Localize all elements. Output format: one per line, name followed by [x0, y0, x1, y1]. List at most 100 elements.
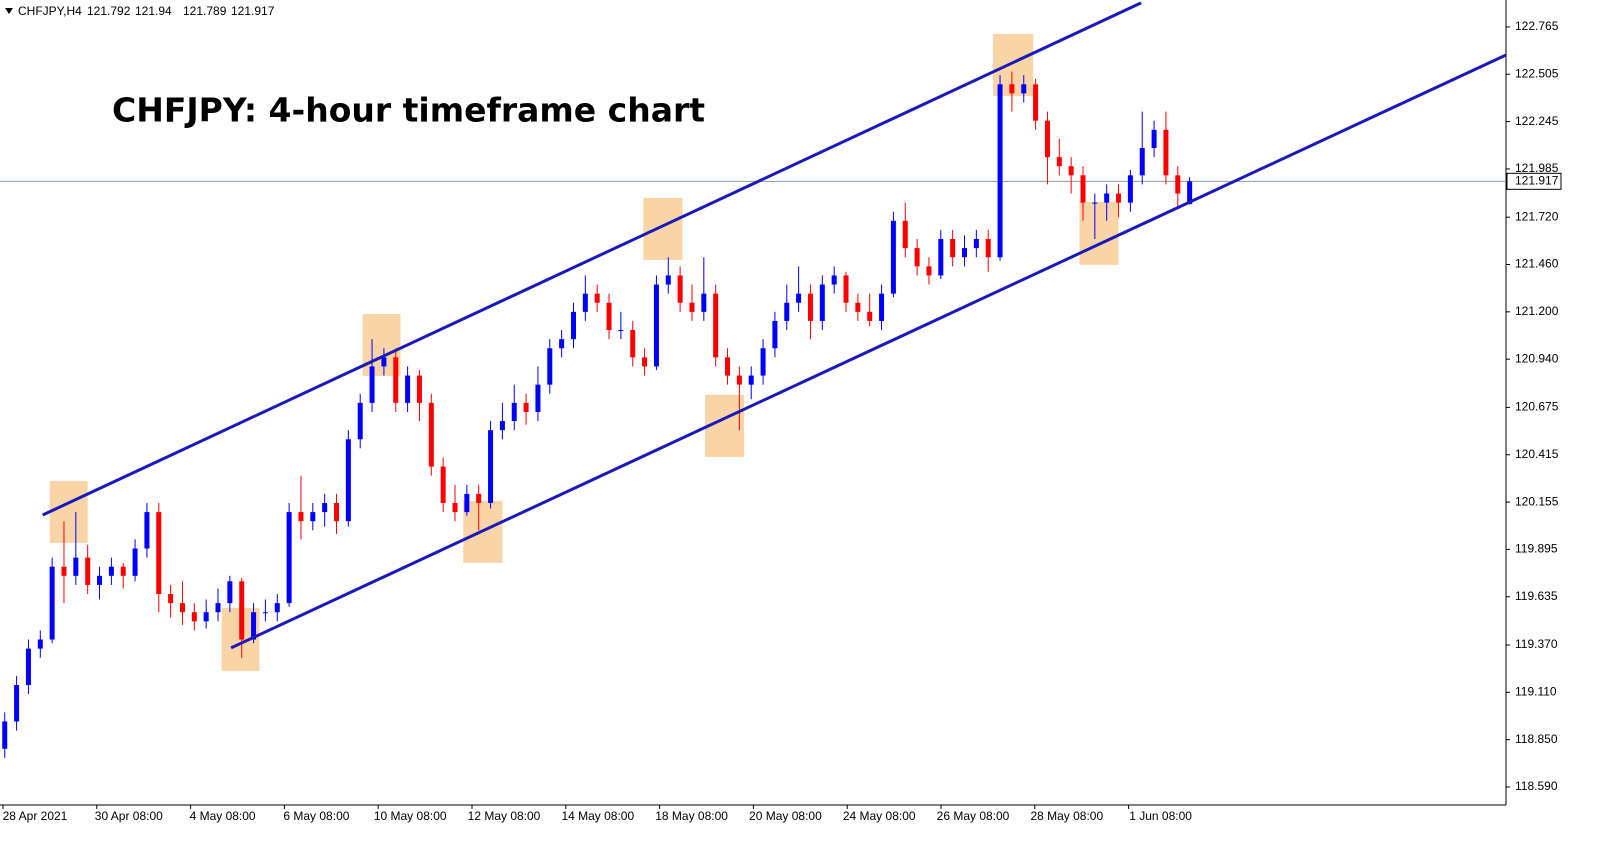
- candle-body: [61, 566, 67, 576]
- chart-title: CHFJPY: 4-hour timeframe chart: [112, 91, 705, 130]
- candle-body: [274, 603, 280, 613]
- candle-body: [926, 266, 932, 276]
- candle-body: [381, 357, 387, 367]
- y-tick-label: 121.985: [1515, 161, 1559, 175]
- candle-body: [476, 493, 482, 503]
- candle-body: [1080, 175, 1086, 203]
- ohlc-close: 121.917: [231, 4, 275, 18]
- candle-body: [120, 566, 126, 576]
- candle-body: [997, 84, 1003, 258]
- candle-body: [642, 357, 648, 367]
- candle-body: [179, 603, 185, 613]
- y-tick-label: 119.370: [1515, 637, 1558, 651]
- candle-body: [973, 239, 979, 249]
- candle-body: [890, 220, 896, 294]
- channel-line: [42, 1, 1142, 517]
- candle-body: [262, 612, 268, 614]
- candle-body: [37, 639, 43, 649]
- candle-body: [570, 311, 576, 340]
- highlight-box: [643, 197, 683, 260]
- candle-body: [488, 430, 494, 503]
- candle-body: [547, 348, 553, 385]
- x-tick-label: 28 Apr 2021: [3, 809, 68, 823]
- candle-body: [298, 512, 304, 522]
- candle-body: [203, 612, 209, 622]
- candle-body: [938, 239, 944, 276]
- candle-body: [807, 293, 813, 321]
- candle-body: [831, 275, 837, 285]
- candle-body: [582, 293, 588, 312]
- candle-body: [985, 239, 991, 258]
- y-tick-label: 119.110: [1515, 684, 1557, 698]
- candle-body: [962, 248, 968, 258]
- candle-body: [14, 685, 20, 722]
- candle-body: [97, 575, 103, 585]
- x-tick-label: 4 May 08:00: [190, 809, 256, 823]
- candle-body: [73, 557, 79, 576]
- y-tick-label: 120.415: [1515, 447, 1559, 461]
- candle-body: [594, 293, 600, 303]
- y-tick-label: 121.720: [1515, 209, 1559, 223]
- x-tick-label: 6 May 08:00: [283, 809, 349, 823]
- x-tick-label: 20 May 08:00: [749, 809, 822, 823]
- candle-body: [1127, 175, 1133, 203]
- candle-body: [618, 330, 624, 332]
- candle-body: [1163, 129, 1169, 176]
- current-price-box: [1506, 172, 1562, 190]
- candle-body: [227, 581, 233, 604]
- candle-body: [1009, 84, 1015, 94]
- y-tick-label: 118.590: [1515, 779, 1558, 793]
- candle-body: [322, 502, 328, 513]
- x-tick-label: 10 May 08:00: [374, 809, 447, 823]
- candle-body: [452, 502, 458, 513]
- ohlc-low: 121.789: [183, 4, 227, 18]
- candle-body: [689, 302, 695, 312]
- candle-body: [879, 293, 885, 321]
- candle-body: [725, 357, 731, 376]
- candle-body: [464, 493, 470, 513]
- candle-body: [819, 284, 825, 321]
- candle-body: [251, 612, 257, 640]
- x-tick-label: 24 May 08:00: [843, 809, 916, 823]
- candle-body: [405, 375, 411, 403]
- x-tick-label: 28 May 08:00: [1030, 809, 1103, 823]
- candle-body: [239, 581, 245, 640]
- candle-body: [132, 548, 138, 576]
- candle-body: [772, 320, 778, 349]
- candle-body: [1056, 157, 1062, 167]
- candle-body: [144, 512, 150, 549]
- candle-body: [559, 339, 565, 349]
- candle-body: [665, 275, 671, 285]
- candle-body: [855, 302, 861, 312]
- highlight-box: [49, 480, 88, 543]
- candle-body: [85, 557, 91, 585]
- candle-body: [784, 302, 790, 321]
- candle-body: [867, 311, 873, 321]
- candle-body: [523, 402, 529, 412]
- x-tick-label: 18 May 08:00: [655, 809, 728, 823]
- candle-body: [914, 248, 920, 267]
- x-tick-label: 12 May 08:00: [468, 809, 541, 823]
- candle-body: [748, 375, 754, 385]
- candle-body: [950, 239, 956, 258]
- candle-body: [606, 302, 612, 331]
- candle-body: [49, 566, 55, 640]
- y-tick-label: 122.245: [1515, 114, 1559, 128]
- ohlc-open: 121.792: [87, 4, 131, 18]
- candle-body: [334, 502, 340, 522]
- candle-body: [499, 421, 505, 431]
- candle-body: [393, 357, 399, 403]
- channel-line: [230, 53, 1507, 650]
- current-price-label: 121.917: [1515, 173, 1559, 187]
- candle-body: [653, 284, 659, 367]
- y-tick-label: 121.460: [1515, 257, 1559, 271]
- y-tick-label: 118.850: [1515, 732, 1558, 746]
- menu-arrow[interactable]: [5, 8, 13, 14]
- y-tick-label: 120.155: [1515, 494, 1559, 508]
- candle-body: [902, 220, 908, 249]
- x-tick-label: 1 Jun 08:00: [1129, 809, 1192, 823]
- candle-body: [345, 439, 351, 522]
- candle-body: [511, 402, 517, 422]
- candle-body: [310, 512, 316, 522]
- candle-body: [1092, 202, 1098, 204]
